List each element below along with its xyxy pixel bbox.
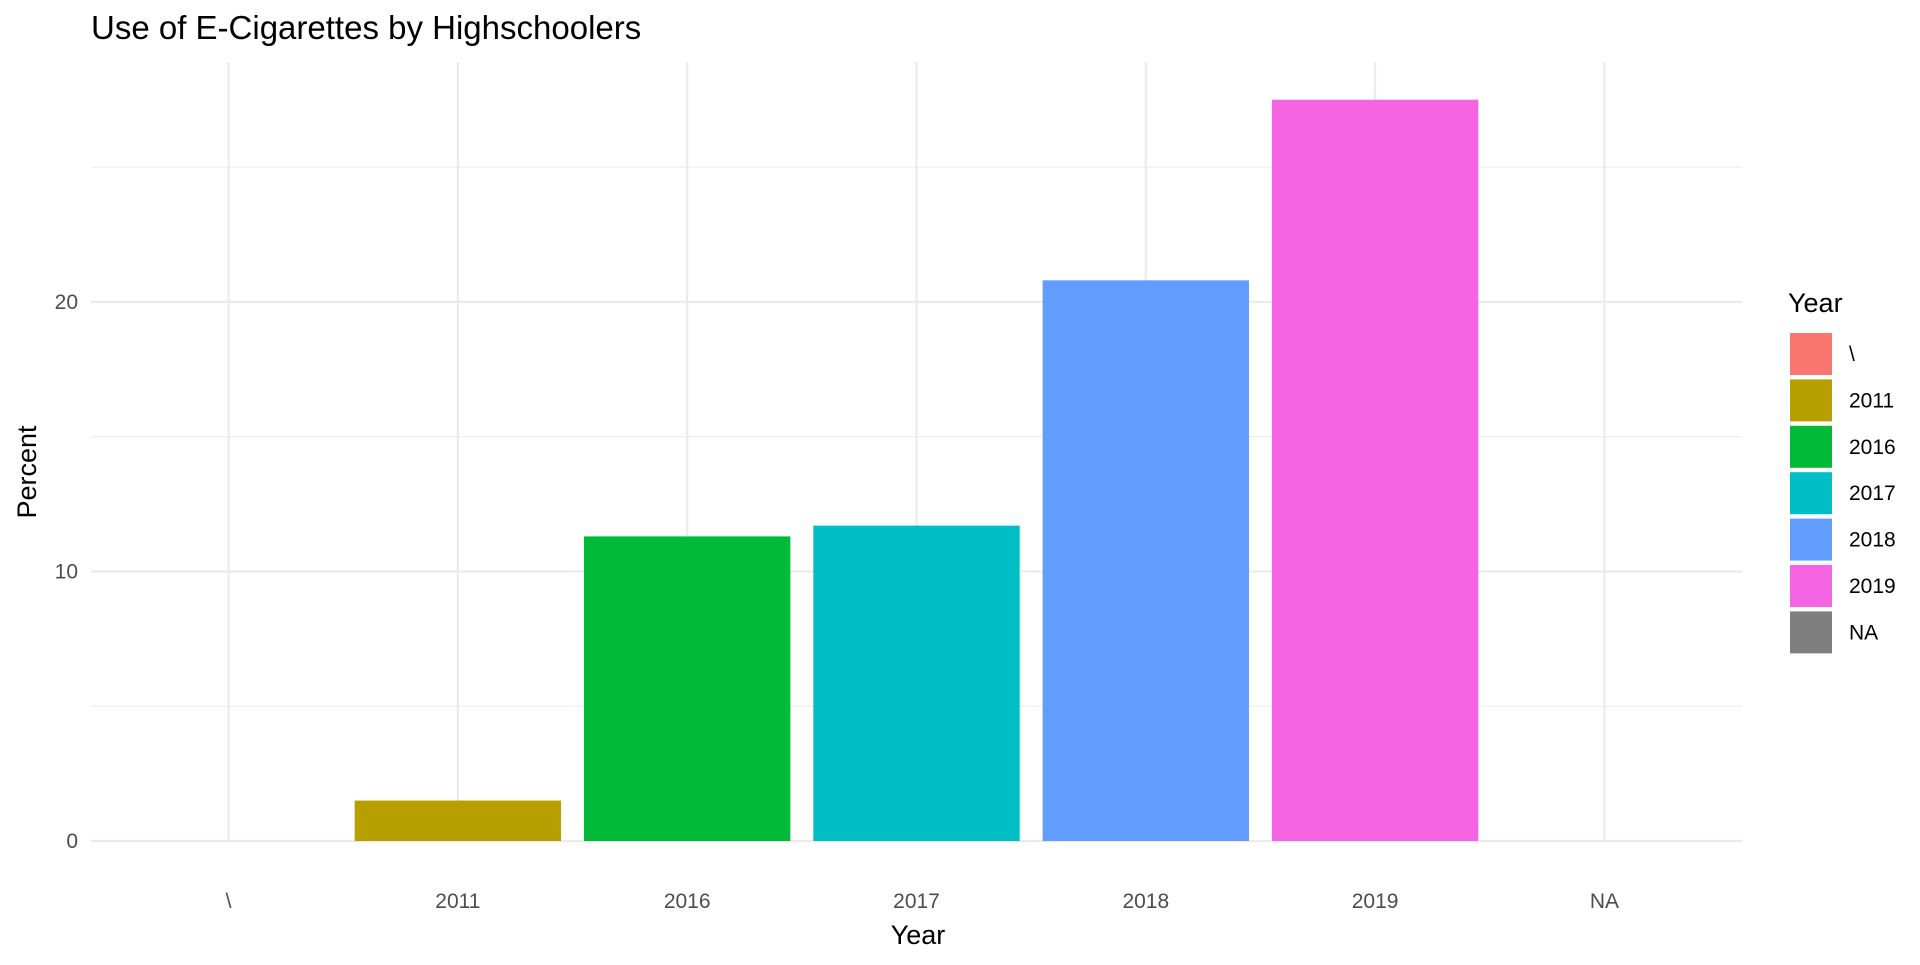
chart-title: Use of E-Cigarettes by Highschoolers <box>91 9 641 46</box>
x-tick-label: 2011 <box>435 890 480 913</box>
legend-label: NA <box>1849 621 1878 644</box>
x-tick-label: \ <box>226 890 232 913</box>
x-tick-label: 2016 <box>664 890 711 913</box>
y-axis-ticks: 0 10 20 <box>55 291 78 853</box>
bars <box>354 99 1479 842</box>
legend-label: 2018 <box>1849 529 1896 552</box>
legend-key <box>1790 379 1832 422</box>
legend-label: \ <box>1849 343 1855 366</box>
x-tick-label: 2019 <box>1352 890 1399 913</box>
x-axis-title: Year <box>891 920 946 950</box>
y-tick-label: 20 <box>55 291 78 314</box>
legend-label: 2017 <box>1849 482 1896 505</box>
legend-label: 2016 <box>1849 436 1896 459</box>
bar-2019 <box>1271 99 1479 842</box>
bar-2016 <box>584 536 791 841</box>
x-tick-label: 2017 <box>893 890 940 913</box>
x-tick-label: NA <box>1590 890 1619 913</box>
y-tick-label: 10 <box>55 560 78 583</box>
x-tick-label: 2018 <box>1122 890 1169 913</box>
legend-key <box>1790 425 1832 468</box>
y-axis-title: Percent <box>12 425 42 519</box>
bar-2018 <box>1042 280 1249 841</box>
bar-2017 <box>813 525 1020 841</box>
legend: Year \ 2011 2016 2017 2018 2019 NA <box>1788 288 1896 654</box>
legend-key <box>1790 333 1832 375</box>
legend-key <box>1790 611 1832 654</box>
legend-label: 2011 <box>1849 389 1894 412</box>
legend-label: 2019 <box>1849 575 1896 598</box>
legend-key <box>1790 565 1832 607</box>
x-axis-ticks: \ 2011 2016 2017 2018 2019 NA <box>226 890 1619 913</box>
y-tick-label: 0 <box>66 830 78 853</box>
bar-2011 <box>354 800 562 841</box>
legend-title: Year <box>1788 288 1843 318</box>
legend-key <box>1790 518 1832 561</box>
legend-key <box>1790 472 1832 515</box>
